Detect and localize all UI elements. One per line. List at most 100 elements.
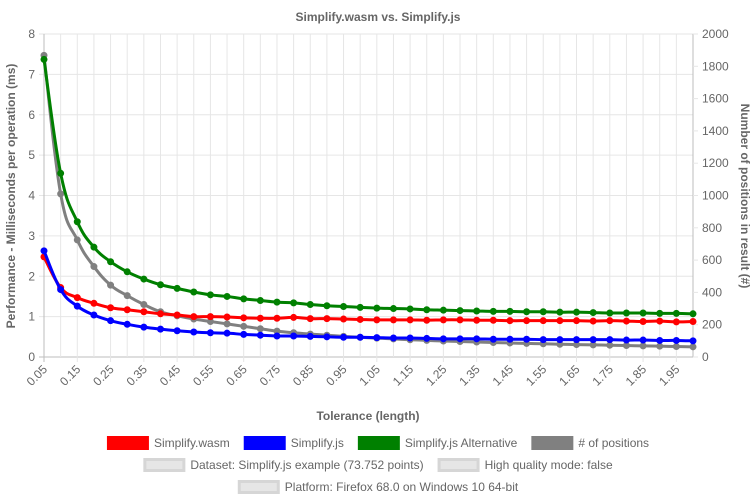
data-point [57, 190, 65, 198]
data-point [140, 301, 148, 309]
legend-item-of-positions[interactable]: # of positions [531, 436, 649, 450]
data-point [573, 317, 581, 325]
data-point [373, 334, 381, 342]
data-point [156, 310, 164, 318]
legend-item-simplify-wasm[interactable]: Simplify.wasm [106, 436, 230, 450]
x-tick-label: 0.65 [223, 362, 250, 389]
y-right-tick-label: 1200 [702, 156, 729, 170]
data-point [523, 335, 531, 343]
data-point [373, 304, 381, 312]
data-point [589, 317, 597, 325]
series-simplify-wasm [40, 253, 697, 326]
y-left-tick-label: 2 [28, 269, 35, 283]
data-point [606, 309, 614, 317]
data-point [489, 316, 497, 324]
data-point [622, 309, 630, 317]
data-point [689, 317, 697, 325]
data-point [656, 342, 664, 350]
series-layer [40, 51, 697, 351]
data-point [672, 336, 680, 344]
data-point [107, 317, 115, 325]
data-point [57, 169, 65, 177]
data-point [73, 302, 81, 310]
legend-item-high-quality-mode-false[interactable]: High quality mode: false [437, 458, 613, 472]
data-point [273, 332, 281, 340]
data-point [240, 295, 248, 303]
y-right-tick-label: 200 [702, 318, 722, 332]
legend-swatch [143, 458, 186, 472]
legend-item-dataset-simplify-js-example-73[interactable]: Dataset: Simplify.js example (73.752 poi… [143, 458, 424, 472]
legend-item-simplify-js-alternative[interactable]: Simplify.js Alternative [357, 436, 518, 450]
data-point [639, 342, 647, 350]
x-axis: 0.05 0.15 0.25 0.35 0.45 0.55 0.65 0.75 0.85 0.95… [24, 362, 683, 389]
data-point [689, 343, 697, 351]
data-point [406, 305, 414, 313]
series-of-positions [40, 51, 697, 351]
data-point [107, 304, 115, 312]
y-left-axis: 0 1 2 3 4 5 6 7 8 [28, 27, 35, 364]
y-right-tick-label: 600 [702, 253, 722, 267]
data-point [323, 315, 331, 323]
data-point [256, 331, 264, 339]
y-right-tick-label: 0 [702, 350, 709, 364]
data-point [556, 308, 564, 316]
x-tick-label: 1.05 [357, 362, 384, 389]
data-point [323, 302, 331, 310]
series-simplify-js [40, 247, 697, 345]
data-point [389, 316, 397, 324]
x-tick-label: 0.75 [257, 362, 284, 389]
data-point [406, 334, 414, 342]
data-point [306, 301, 314, 309]
y-right-tick-label: 400 [702, 285, 722, 299]
data-point [573, 336, 581, 344]
data-point [107, 281, 115, 289]
data-point [389, 334, 397, 342]
data-point [90, 243, 98, 251]
x-tick-label: 0.05 [24, 362, 51, 389]
data-point [356, 303, 364, 311]
legend-swatch [243, 436, 286, 450]
x-tick-label: 1.95 [656, 362, 683, 389]
data-point [639, 317, 647, 325]
data-point [223, 292, 231, 300]
legend-label: Simplify.wasm [154, 436, 230, 450]
y-left-tick-label: 0 [28, 350, 35, 364]
data-point [156, 281, 164, 289]
data-point [689, 337, 697, 345]
data-point [156, 325, 164, 333]
data-point [190, 328, 198, 336]
data-point [290, 332, 298, 340]
y-right-tick-label: 2000 [702, 27, 729, 41]
data-point [523, 308, 531, 316]
data-point [323, 333, 331, 341]
data-point [340, 333, 348, 341]
data-point [539, 308, 547, 316]
data-point [240, 314, 248, 322]
data-point [439, 306, 447, 314]
x-axis-title: Tolerance (length) [316, 409, 419, 423]
y-left-axis-title: Performance - Milliseconds per operation… [4, 64, 18, 329]
legend-swatch [437, 458, 480, 472]
data-point [506, 307, 514, 315]
data-point [656, 309, 664, 317]
y-right-tick-label: 1600 [702, 92, 729, 106]
x-tick-label: 1.55 [523, 362, 550, 389]
data-point [306, 315, 314, 323]
data-point [123, 320, 131, 328]
y-right-tick-label: 800 [702, 221, 722, 235]
x-tick-label: 0.15 [57, 362, 84, 389]
data-point [73, 218, 81, 226]
data-point [123, 306, 131, 314]
data-point [140, 275, 148, 283]
legend-swatch [531, 436, 574, 450]
legend-label: Simplify.js [291, 436, 344, 450]
data-point [256, 314, 264, 322]
legend-item-simplify-js[interactable]: Simplify.js [243, 436, 344, 450]
data-point [57, 286, 65, 294]
legend-swatch [357, 436, 400, 450]
data-point [223, 320, 231, 328]
legend-item-platform-firefox-68-0-on-windo[interactable]: Platform: Firefox 68.0 on Windows 10 64-… [237, 480, 519, 494]
data-point [190, 313, 198, 321]
data-point [340, 303, 348, 311]
